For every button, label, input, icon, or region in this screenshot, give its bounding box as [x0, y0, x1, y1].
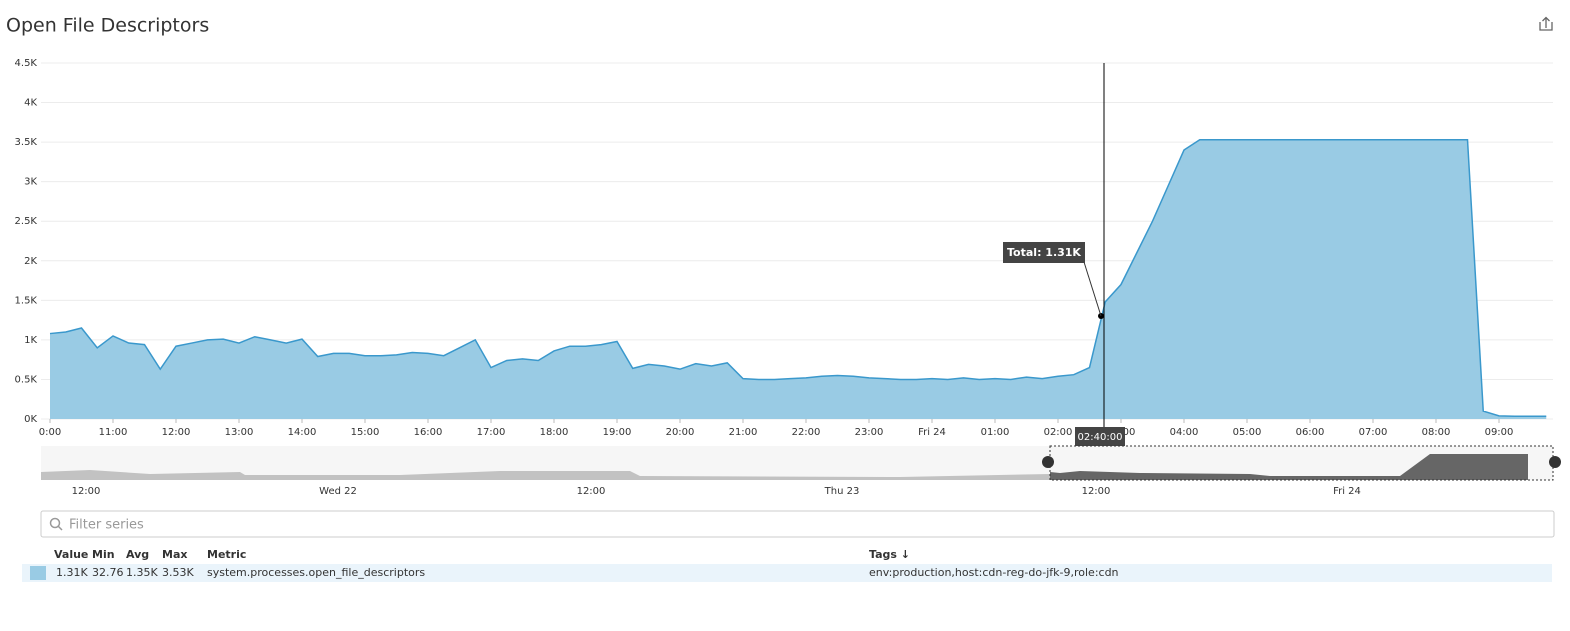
x-tick-label: 07:00	[1359, 427, 1388, 438]
x-tick-label: 13:00	[225, 427, 254, 438]
x-tick-label: 08:00	[1422, 427, 1451, 438]
table-header[interactable]: Metric	[207, 548, 246, 561]
y-tick-label: 3.5K	[15, 137, 38, 148]
share-icon[interactable]	[1539, 16, 1553, 31]
area	[50, 139, 1547, 419]
cell-value: 1.31K	[56, 566, 88, 579]
table-header[interactable]: Tags ↓	[869, 548, 910, 561]
x-tick-label: 05:00	[1233, 427, 1262, 438]
line	[49, 138, 1547, 417]
x-tick-label: 22:00	[792, 427, 821, 438]
cell-avg: 1.35K	[126, 566, 158, 579]
table-row[interactable]	[22, 564, 1552, 582]
y-tick-label: 0.5K	[15, 374, 38, 385]
tooltip-box	[1003, 242, 1085, 263]
x-tick-label: 04:00	[1170, 427, 1199, 438]
cell-metric: system.processes.open_file_descriptors	[207, 566, 425, 579]
y-tick-label: 4.5K	[15, 58, 38, 69]
x-tick-label: 12:00	[162, 427, 191, 438]
y-tick-label: 4K	[24, 98, 37, 109]
navigator-label: 12:00	[1082, 486, 1111, 497]
tooltip-pointer	[1083, 261, 1102, 317]
y-tick-label: 2.5K	[15, 216, 38, 227]
x-tick-label: 02:00	[1044, 427, 1073, 438]
x-tick-label: 19:00	[603, 427, 632, 438]
time-tooltip-box	[1075, 427, 1125, 447]
navigator-label: Thu 23	[824, 486, 860, 497]
navigator-label: 12:00	[577, 486, 606, 497]
filter-placeholder: Filter series	[69, 518, 144, 533]
x-tick-label: 15:00	[351, 427, 380, 438]
x-tick-label: 06:00	[1296, 427, 1325, 438]
y-tick-label: 2K	[24, 256, 37, 267]
x-tick-label: 14:00	[288, 427, 317, 438]
x-tick-label: 01:00	[981, 427, 1010, 438]
widget-title: Open File Descriptors	[6, 15, 209, 37]
table-header: Avg	[126, 548, 149, 561]
color-swatch	[30, 566, 46, 580]
cell-max: 3.53K	[162, 566, 194, 579]
time-tooltip-text: 02:40:00	[1078, 432, 1123, 443]
x-tick-label: 18:00	[540, 427, 569, 438]
x-tick-label: Fri 24	[918, 427, 946, 438]
navigator-label: Fri 24	[1333, 486, 1361, 497]
navigator-label: 12:00	[72, 486, 101, 497]
x-tick-label: 21:00	[729, 427, 758, 438]
y-tick-label: 1.5K	[15, 295, 38, 306]
x-tick-label: 16:00	[414, 427, 443, 438]
table-header: Min	[92, 548, 115, 561]
y-tick-label: 1K	[24, 335, 37, 346]
x-tick-label: 17:00	[477, 427, 506, 438]
navigator[interactable]	[41, 445, 1561, 481]
navigator-label: Wed 22	[319, 486, 357, 497]
tooltip-text: Total: 1.31K	[1007, 246, 1081, 259]
filter-box[interactable]: Filter series	[40, 510, 1555, 538]
table-header[interactable]: Max	[162, 548, 187, 561]
legend-table: Value Min Avg Max Metric Tags ↓ 1.31K 32…	[22, 548, 1552, 582]
x-tick-label: 09:00	[1485, 427, 1514, 438]
x-tick-label: 0:00	[39, 427, 61, 438]
cell-min: 32.76	[92, 566, 124, 579]
x-tick-label: 23:00	[855, 427, 884, 438]
x-tick-label: 11:00	[99, 427, 128, 438]
x-tick-label: 20:00	[666, 427, 695, 438]
cell-tags: env:production,host:cdn-reg-do-jfk-9,rol…	[869, 566, 1119, 579]
y-tick-label: 0K	[24, 414, 37, 425]
table-header: Value	[54, 548, 88, 561]
y-tick-label: 3K	[24, 177, 37, 188]
